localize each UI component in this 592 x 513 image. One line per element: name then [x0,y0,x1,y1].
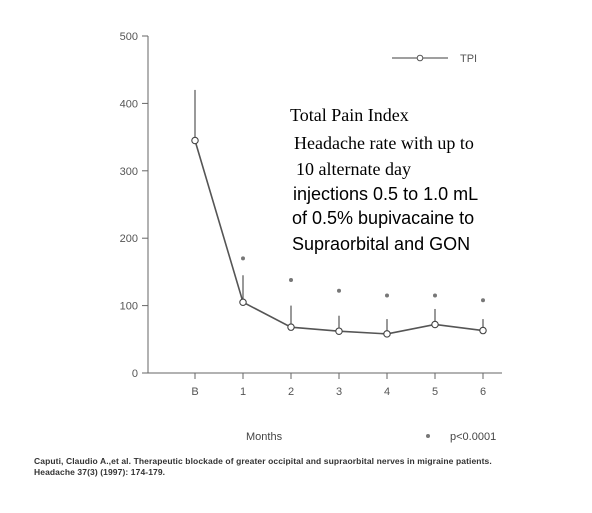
annotation-line-4: of 0.5% bupivacaine to [292,208,474,228]
y-tick-label: 300 [120,166,138,178]
x-axis-ticks: B 1 2 3 4 5 6 [191,373,486,398]
data-point [383,330,391,338]
legend-marker [416,54,424,62]
significance-dot [481,298,485,303]
citation: Caputi, Claudio A.,et al. Therapeutic bl… [34,456,589,478]
x-tick-label: 3 [336,386,342,398]
data-point [191,136,199,145]
y-tick-label: 200 [120,233,138,245]
citation-line-1: Caputi, Claudio A.,et al. Therapeutic bl… [34,456,492,466]
data-point [431,320,439,329]
annotation-box: Total Pain Index Headache rate with up t… [290,105,478,254]
significance-markers [241,256,485,303]
y-tick-label: 500 [120,31,138,43]
citation-line-2: Headache 37(3) (1997): 174-179. [34,467,166,477]
x-axis-label: Months [246,431,283,443]
x-tick-label: 1 [240,386,246,398]
significance-legend-label: p<0.0001 [450,431,496,443]
legend: TPI [392,53,477,65]
annotation-line-1: Headache rate with up to [294,133,474,153]
significance-legend-dot [426,434,430,438]
x-tick-label: 4 [384,386,390,398]
significance-legend: p<0.0001 [426,431,496,443]
annotation-line-2: 10 alternate day [296,159,411,179]
y-tick-label: 400 [120,98,138,110]
significance-dot [289,277,293,282]
annotation-title: Total Pain Index [290,105,409,125]
series-tpi [191,136,487,338]
data-point [239,298,247,306]
significance-dot [433,293,437,298]
y-axis-ticks: 0 100 200 300 400 500 [120,31,148,380]
significance-dot [337,288,341,293]
data-point [287,323,295,331]
x-tick-label: B [191,386,198,398]
data-point [479,326,487,335]
annotation-line-3: injections 0.5 to 1.0 mL [293,184,478,204]
significance-dot [241,256,245,261]
annotation-line-5: Supraorbital and GON [292,234,470,254]
significance-dot [385,293,389,298]
data-point [335,327,343,335]
y-tick-label: 0 [132,368,138,380]
axes [147,36,502,374]
x-tick-label: 5 [432,386,438,398]
y-tick-label: 100 [120,301,138,313]
x-tick-label: 2 [288,386,294,398]
x-tick-label: 6 [480,386,486,398]
legend-label-tpi: TPI [460,53,477,65]
